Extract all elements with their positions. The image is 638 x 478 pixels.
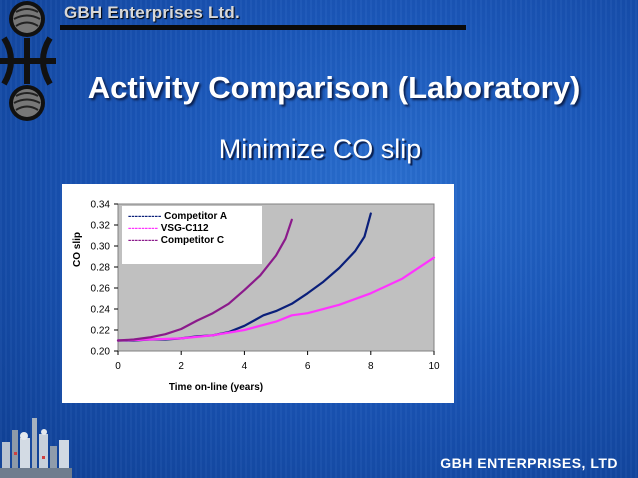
y-tick-label: 0.24 <box>91 305 111 316</box>
x-tick-label: 4 <box>242 361 248 372</box>
slide-subtitle: Minimize CO slip <box>218 134 422 164</box>
y-tick-label: 0.28 <box>91 263 111 274</box>
x-tick-label: 2 <box>178 361 184 372</box>
legend-box <box>122 206 262 264</box>
legend-entry: --------- Competitor C <box>128 235 224 246</box>
x-axis-label: Time on-line (years) <box>169 382 263 393</box>
y-tick-label: 0.20 <box>91 347 111 358</box>
x-tick-label: 8 <box>368 361 374 372</box>
series-line-vsg-c112 <box>116 256 436 342</box>
gbh-logo-icon <box>0 1 56 121</box>
company-name: GBH Enterprises Ltd. <box>64 3 240 22</box>
refinery-icon <box>0 418 72 478</box>
header-rule <box>60 25 466 30</box>
y-tick-label: 0.22 <box>91 326 111 337</box>
x-tick-label: 10 <box>428 361 440 372</box>
legend-entry: --------- VSG-C112 <box>128 223 209 234</box>
footer-company: GBH ENTERPRISES, LTD <box>440 455 618 471</box>
y-tick-label: 0.30 <box>91 242 111 253</box>
slide-title: Activity Comparison (Laboratory) <box>87 70 581 105</box>
series-line-competitor-c <box>116 218 293 342</box>
x-tick-label: 0 <box>115 361 121 372</box>
x-tick-label: 6 <box>305 361 311 372</box>
y-tick-label: 0.26 <box>91 284 111 295</box>
y-tick-label: 0.34 <box>91 200 111 211</box>
legend-entry: ---------- Competitor A <box>128 211 227 222</box>
y-axis-label: CO slip <box>72 232 83 267</box>
co-slip-chart: 0.20 0.22 0.24 0.26 0.28 0.30 0.32 0.34 0 2 4 6 8 10 T… <box>72 200 440 394</box>
y-tick-label: 0.32 <box>91 221 111 232</box>
chart-panel: 0.20 0.22 0.24 0.26 0.28 0.30 0.32 0.34 0 2 4 6 8 10 T… <box>62 184 454 403</box>
